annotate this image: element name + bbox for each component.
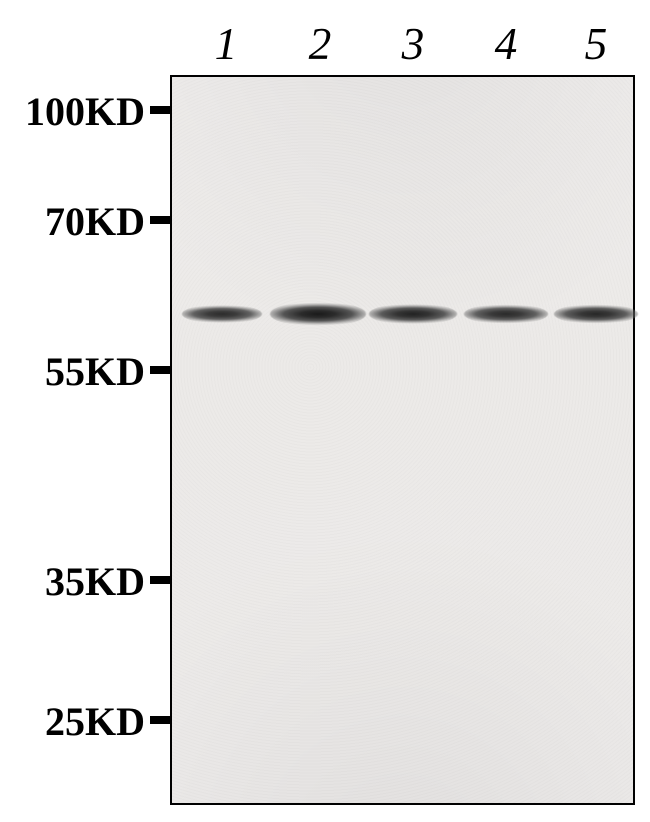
- lane-label-3: 3: [393, 18, 433, 70]
- mw-label-55KD: 55KD: [45, 348, 145, 395]
- blot-membrane: [170, 75, 635, 805]
- band-lane-3: [369, 303, 457, 325]
- lane-label-2: 2: [300, 18, 340, 70]
- mw-tick-25KD: [150, 716, 172, 724]
- mw-tick-70KD: [150, 216, 172, 224]
- mw-tick-100KD: [150, 106, 172, 114]
- mw-tick-55KD: [150, 366, 172, 374]
- band-lane-1: [182, 304, 262, 324]
- band-lane-5: [554, 304, 638, 325]
- band-lane-2: [270, 301, 366, 326]
- mw-label-70KD: 70KD: [45, 198, 145, 245]
- lane-label-4: 4: [486, 18, 526, 70]
- mw-tick-35KD: [150, 576, 172, 584]
- lane-label-5: 5: [576, 18, 616, 70]
- lane-label-1: 1: [206, 18, 246, 70]
- mw-label-25KD: 25KD: [45, 698, 145, 745]
- mw-label-35KD: 35KD: [45, 558, 145, 605]
- band-lane-4: [464, 304, 548, 325]
- membrane-grain: [172, 77, 633, 803]
- mw-label-100KD: 100KD: [25, 88, 145, 135]
